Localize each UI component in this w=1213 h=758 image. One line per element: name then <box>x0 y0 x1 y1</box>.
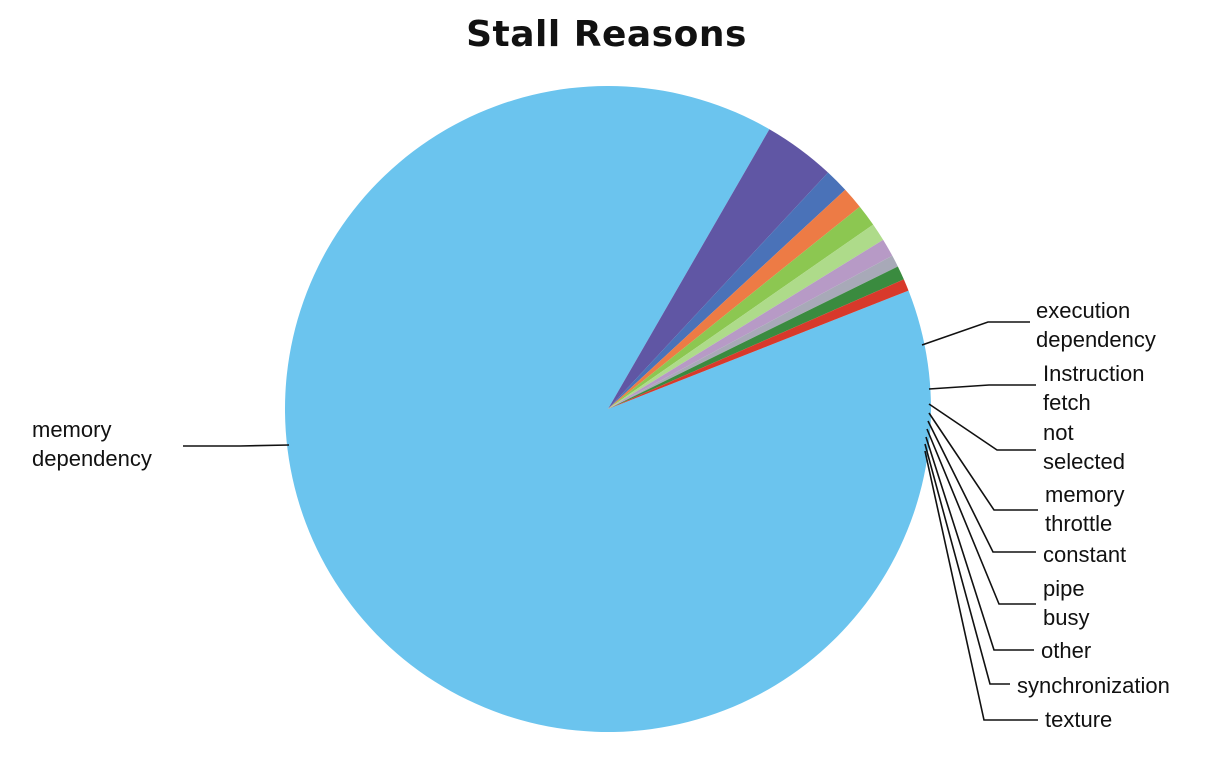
slice-label-synchronization: synchronization <box>1017 673 1170 698</box>
leader-line-execution-dependency <box>921 321 1030 346</box>
pie-slice-texture <box>608 279 909 409</box>
pie-slice-memory-dependency <box>284 86 931 733</box>
slice-label-memory-throttle-line-2: throttle <box>1045 511 1112 536</box>
slice-label-instruction-fetch-line-2: fetch <box>1043 390 1091 415</box>
slice-label-other: other <box>1041 638 1091 663</box>
slice-label-texture: texture <box>1045 707 1112 732</box>
pie-slice-synchronization <box>608 266 904 409</box>
slice-label-not-selected-line-1: not <box>1043 420 1074 445</box>
leader-line-memory-throttle <box>928 412 1038 511</box>
pie-slice-execution-dependency <box>608 129 829 409</box>
pie-slices <box>284 86 931 733</box>
leader-line-other <box>925 436 1034 651</box>
leader-line-instruction-fetch <box>928 384 1036 390</box>
slice-label-memory-dependency-line-2: dependency <box>32 446 152 471</box>
slice-label-pipe-busy-line-2: busy <box>1043 605 1089 630</box>
slice-label-execution-dependency-line-2: dependency <box>1036 327 1156 352</box>
pie-slice-pipe-busy <box>608 239 893 409</box>
pie-slice-constant <box>608 224 884 409</box>
pie-slice-instruction-fetch <box>608 172 846 409</box>
leader-lines <box>183 321 1038 721</box>
slice-label-not-selected-line-2: selected <box>1043 449 1125 474</box>
leader-line-not-selected <box>928 403 1036 451</box>
slice-label-pipe-busy-line-1: pipe <box>1043 576 1085 601</box>
pie-slice-not-selected <box>608 189 860 409</box>
chart-title: Stall Reasons <box>466 14 747 55</box>
pie-slice-other <box>608 255 898 409</box>
slice-label-memory-throttle-line-1: memory <box>1045 482 1124 507</box>
slice-label-memory-dependency-line-1: memory <box>32 417 111 442</box>
leader-line-constant <box>927 420 1036 553</box>
slice-labels: memory dependency execution dependency Instr… <box>32 298 1170 732</box>
pie-slice-memory-throttle <box>608 206 874 409</box>
leader-line-pipe-busy <box>926 428 1036 605</box>
slice-label-instruction-fetch-line-1: Instruction <box>1043 361 1145 386</box>
slice-label-constant: constant <box>1043 542 1126 567</box>
leader-line-texture <box>924 450 1038 721</box>
slice-label-execution-dependency-line-1: execution <box>1036 298 1130 323</box>
leader-line-memory-dependency <box>183 444 290 447</box>
leader-line-synchronization <box>924 443 1010 685</box>
